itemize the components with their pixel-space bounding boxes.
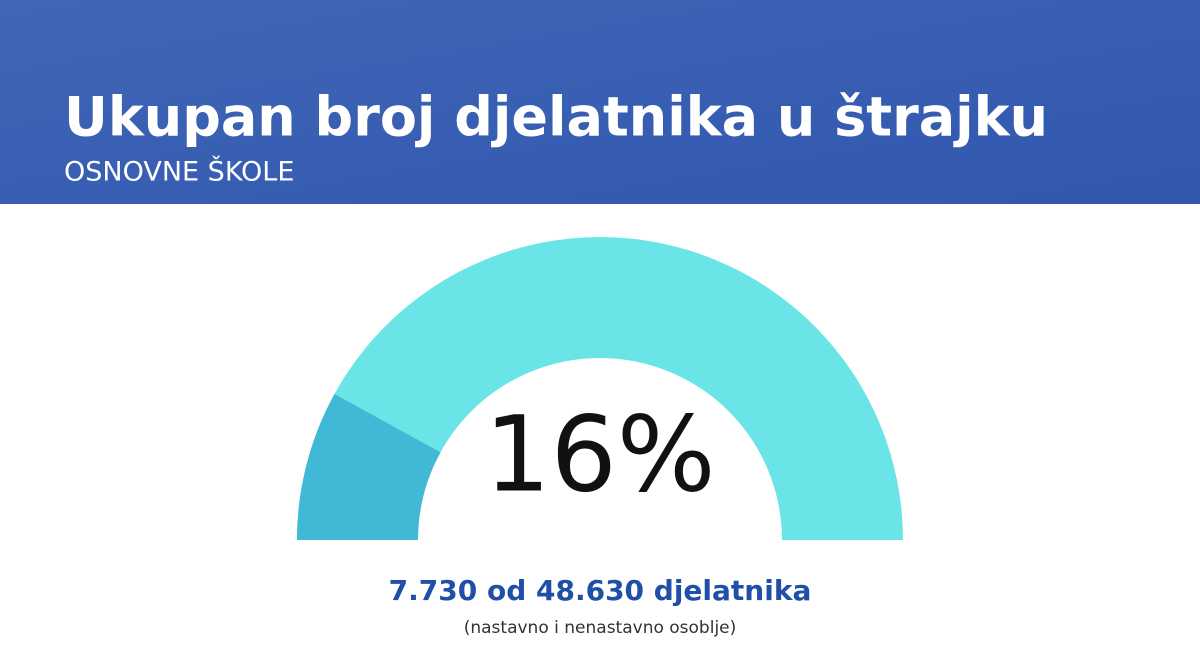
summary-note: (nastavno i nenastavno osoblje): [464, 618, 737, 638]
header-background: [0, 0, 1200, 204]
chart-title: Ukupan broj djelatnika u štrajku: [64, 86, 1048, 149]
chart-subtitle: OSNOVNE ŠKOLE: [64, 156, 294, 188]
value-label: 16%: [484, 393, 715, 515]
gauge-track: [297, 237, 903, 540]
gauge-value: [297, 394, 441, 540]
header-overlay: [0, 0, 1200, 204]
summary-text: 7.730 od 48.630 djelatnika: [389, 574, 812, 607]
